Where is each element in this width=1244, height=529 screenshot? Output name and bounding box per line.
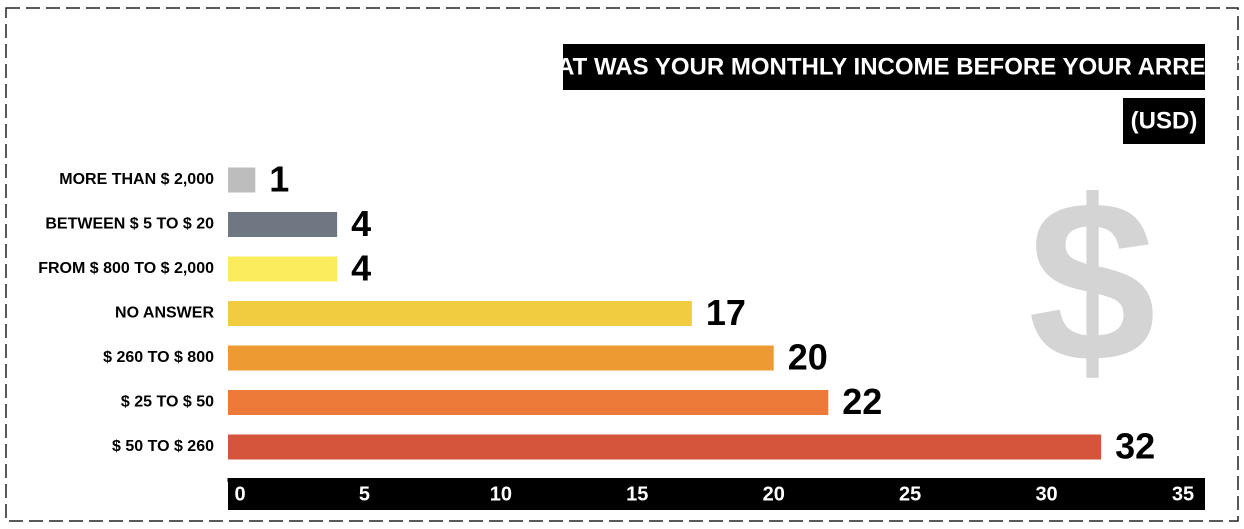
value-label: 17 [706,292,746,333]
x-tick-label: 30 [1035,483,1057,505]
chart: $ WHAT WAS YOUR MONTHLY INCOME BEFORE YO… [0,0,1244,529]
chart-subtitle: (USD) [1131,107,1198,134]
y-tick-label: NO ANSWER [115,305,214,322]
chart-title: WHAT WAS YOUR MONTHLY INCOME BEFORE YOUR… [517,53,1244,80]
y-tick-label: BETWEEN $ 5 TO $ 20 [45,216,214,233]
value-label: 32 [1115,426,1155,467]
x-axis-band [228,478,1205,510]
y-tick-label: $ 260 TO $ 800 [103,349,214,366]
x-tick-label: 20 [763,483,785,505]
bar [228,435,1101,460]
bar [228,168,255,193]
x-tick-label: 5 [359,483,370,505]
value-label: 20 [788,337,828,378]
y-tick-label: $ 25 TO $ 50 [121,394,214,411]
value-label: 1 [269,159,289,200]
bar [228,212,337,237]
x-tick-label: 0 [234,483,245,505]
watermark: $ [1028,153,1156,410]
bar [228,346,774,371]
x-tick-label: 35 [1172,483,1194,505]
value-label: 4 [351,248,371,289]
x-tick-label: 10 [490,483,512,505]
x-tick-label: 15 [626,483,648,505]
y-tick-label: FROM $ 800 TO $ 2,000 [38,260,214,277]
y-tick-label: MORE THAN $ 2,000 [59,171,214,188]
bar [228,257,337,282]
bar [228,390,828,415]
x-tick-label: 25 [899,483,921,505]
bar [228,301,692,326]
value-label: 22 [842,381,882,422]
value-label: 4 [351,203,371,244]
y-tick-label: $ 50 TO $ 260 [112,438,214,455]
